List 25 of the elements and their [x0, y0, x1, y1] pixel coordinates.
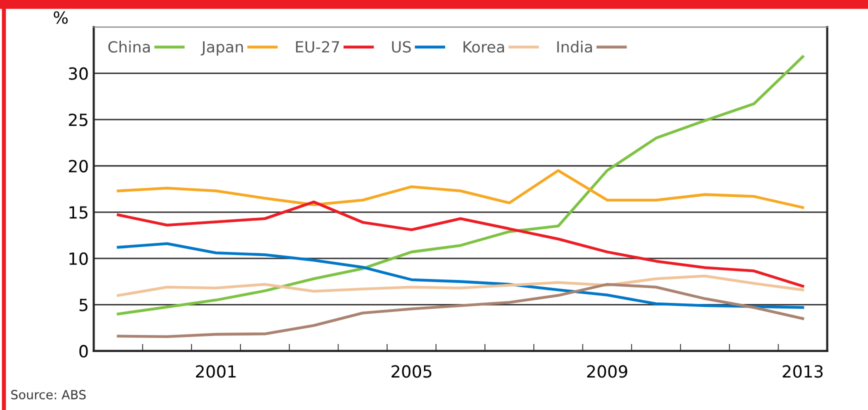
- x-tick-label: 2013: [782, 365, 823, 378]
- y-tick-label: 10: [70, 252, 88, 265]
- legend-label: EU-27: [296, 41, 340, 53]
- y-tick-label: 15: [70, 206, 88, 219]
- y-axis-title: %: [54, 11, 68, 24]
- y-tick-label: 5: [80, 298, 88, 312]
- line-series: [116, 200, 804, 288]
- y-tick-label: 20: [68, 160, 88, 172]
- line-series: [116, 274, 804, 297]
- line-series: [116, 169, 804, 209]
- x-tick-label: 2005: [392, 365, 432, 378]
- x-tick-label: 2001: [196, 365, 236, 378]
- legend-label: Korea: [464, 41, 504, 53]
- legend-label: India: [557, 40, 592, 53]
- line-series: [116, 282, 804, 338]
- line-series: [116, 242, 804, 309]
- source-note: Source: ABS: [11, 390, 86, 400]
- legend-label: US: [392, 41, 411, 53]
- y-tick-label: 30: [68, 67, 88, 80]
- y-tick-label: 0: [79, 344, 88, 358]
- x-tick-label: 2009: [587, 365, 628, 378]
- y-tick-label: 25: [68, 114, 88, 126]
- line-series: [116, 55, 804, 316]
- legend-label: China: [108, 40, 150, 53]
- legend-label: Japan: [200, 41, 243, 56]
